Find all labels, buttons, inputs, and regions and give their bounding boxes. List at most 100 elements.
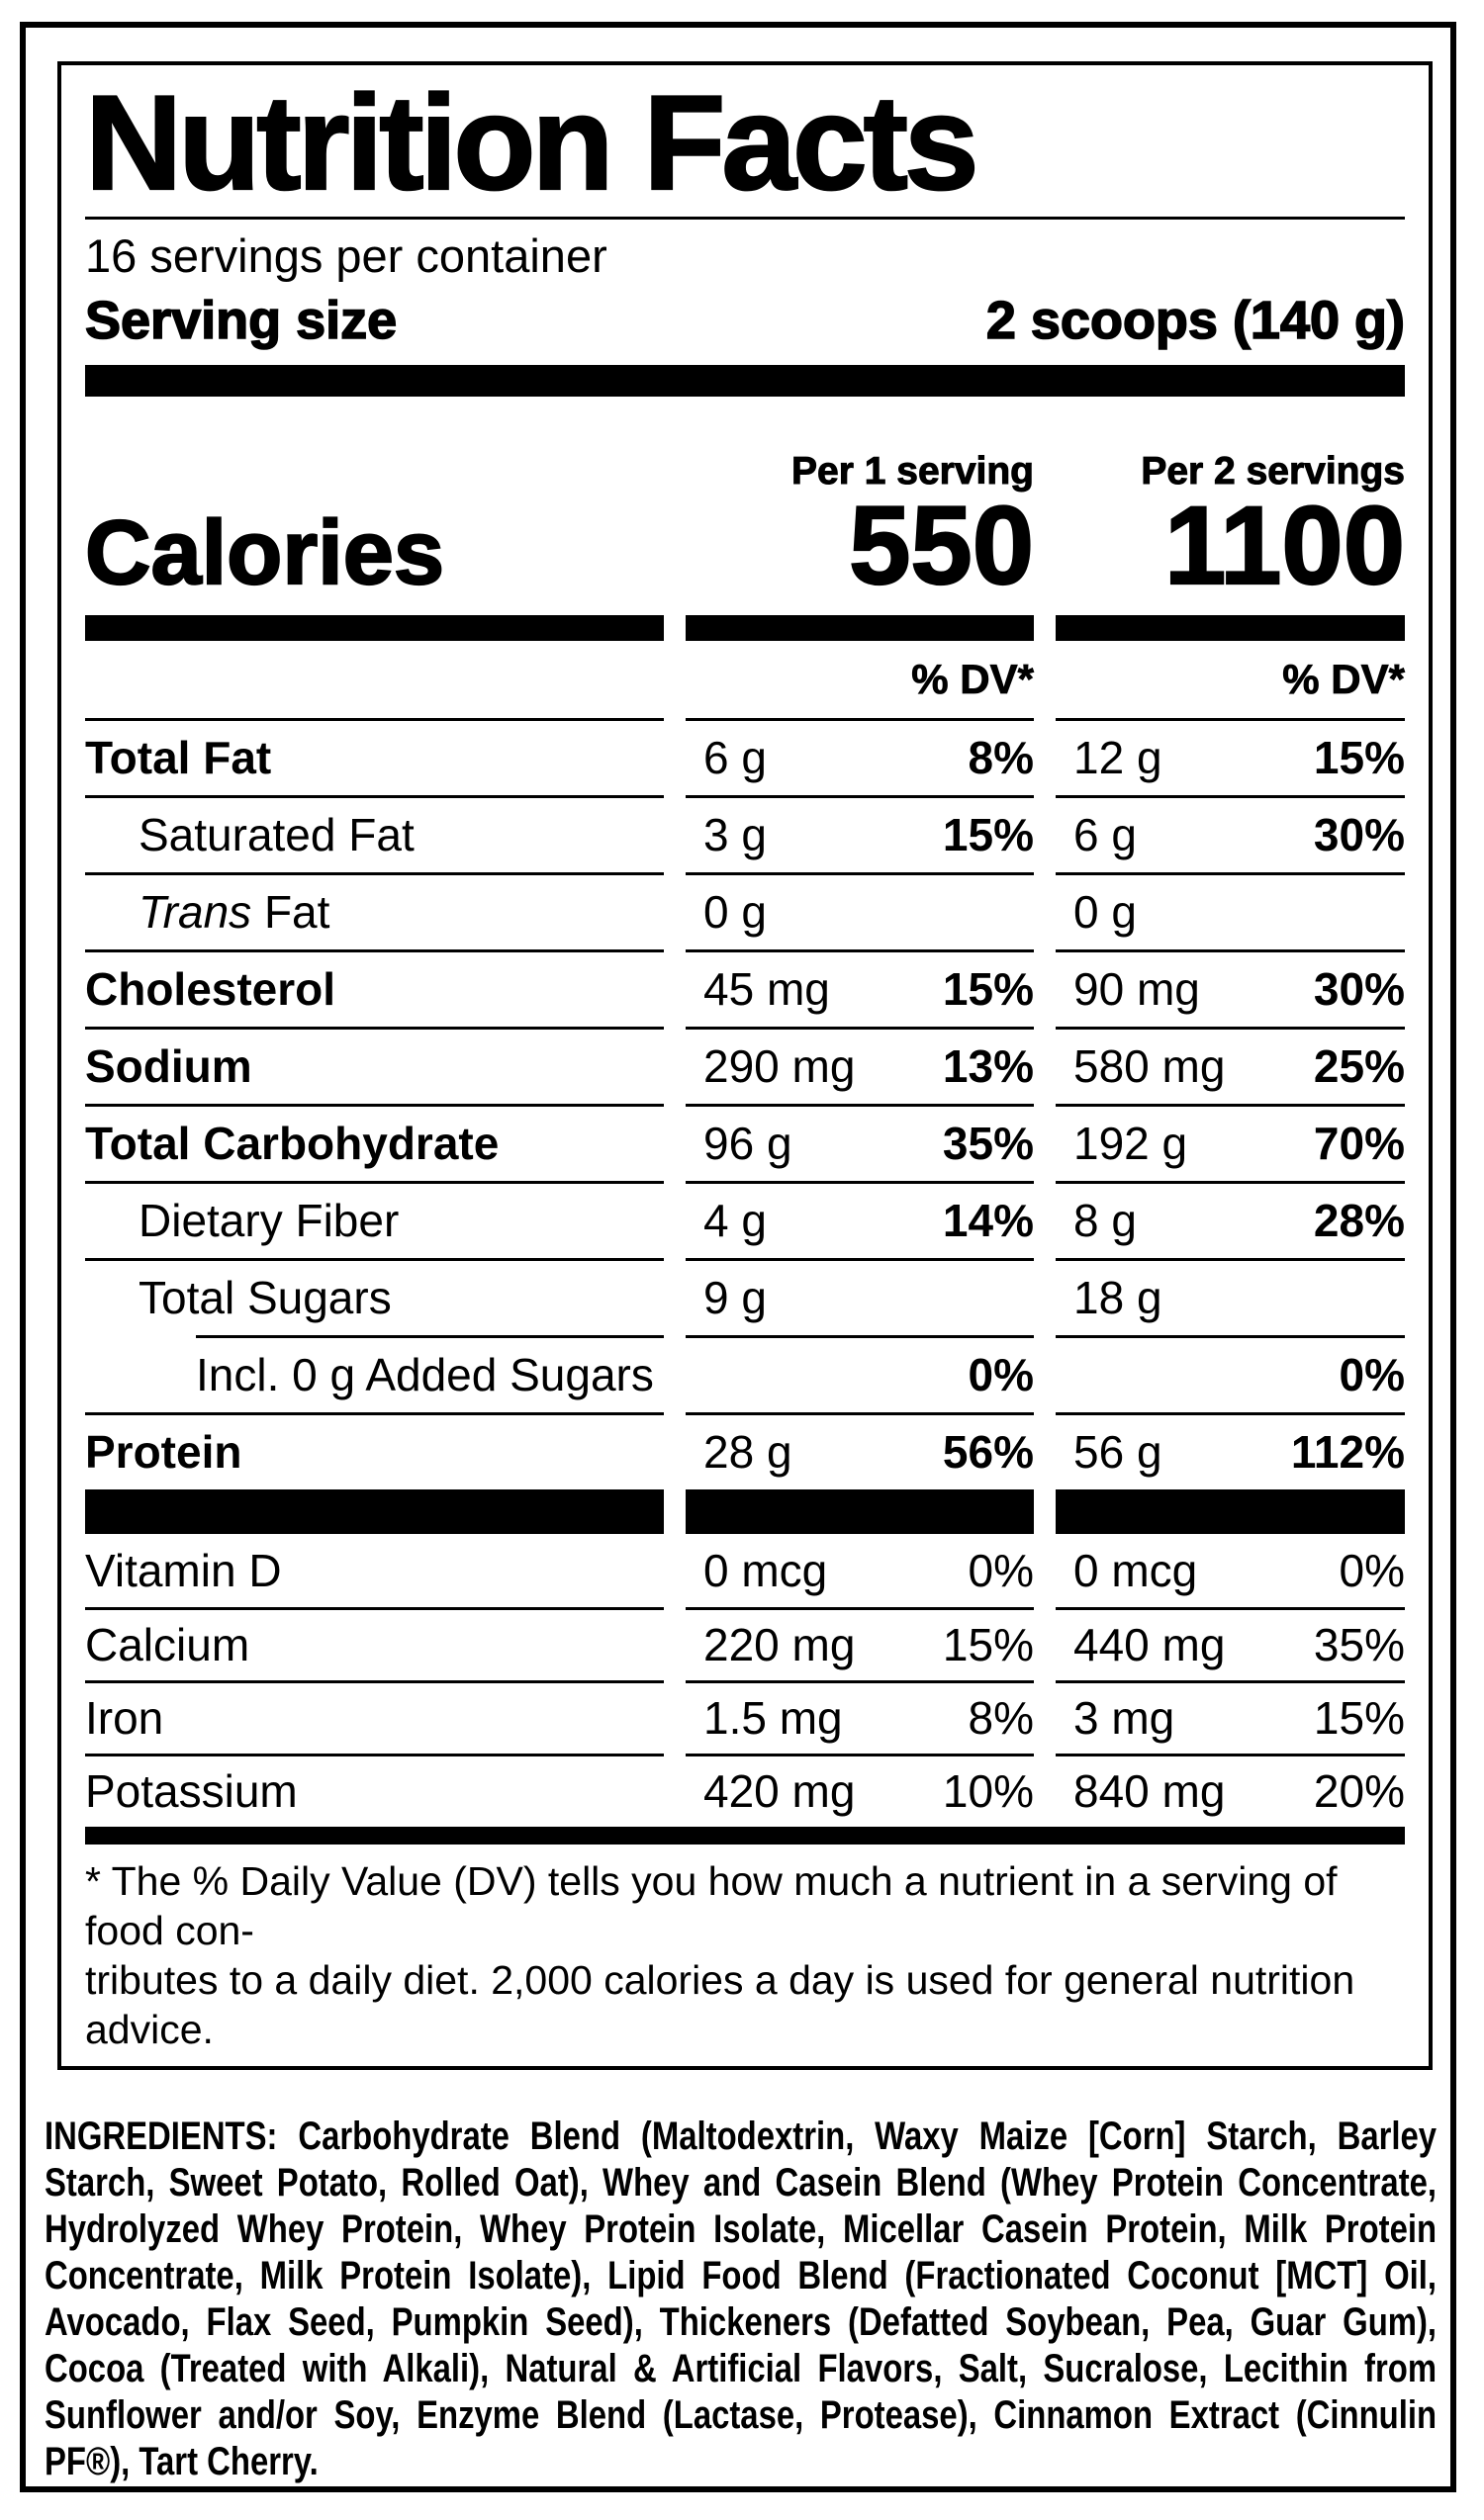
amount-per-serving: 220 mg: [703, 1619, 856, 1671]
calories-value-per-2-servings: 1100: [1163, 484, 1406, 608]
amount-per-2-servings: 56 g: [1073, 1426, 1162, 1479]
nutrient-row-total-fat: Total Fat 6 g 8% 12 g 15%: [85, 717, 1405, 795]
daily-value-footnote: * The % Daily Value (DV) tells you how m…: [85, 1845, 1405, 2066]
footnote-line-1: * The % Daily Value (DV) tells you how m…: [85, 1857, 1338, 1953]
nutrient-name: Sodium: [85, 1040, 252, 1093]
nutrient-row-dietary-fiber: Dietary Fiber 4 g 14% 8 g 28%: [85, 1180, 1405, 1258]
amount-per-2-servings: 440 mg: [1073, 1619, 1226, 1671]
amount-per-2-servings: 6 g: [1073, 809, 1137, 861]
dv-per-2-servings: 35%: [1313, 1619, 1405, 1671]
amount-per-serving: 28 g: [703, 1426, 792, 1479]
nutrient-row-saturated-fat: Saturated Fat 3 g 15% 6 g 30%: [85, 794, 1405, 872]
serving-size-label: Serving size: [84, 290, 398, 351]
dv-per-serving: 56%: [942, 1426, 1034, 1479]
dv-per-serving: 13%: [942, 1040, 1034, 1093]
dv-per-2-servings: 25%: [1313, 1040, 1405, 1093]
dv-per-2-servings: 30%: [1313, 963, 1405, 1016]
nutrient-name: Vitamin D: [85, 1544, 282, 1596]
dv-header-per-2-servings: % DV*: [1282, 655, 1406, 702]
calories-label: Calories: [84, 501, 445, 603]
vitamin-row-iron: Iron 1.5 mg 8% 3 mg 15%: [85, 1679, 1405, 1754]
nutrient-row-added-sugars: Incl. 0 g Added Sugars 0% 0%: [85, 1334, 1405, 1412]
nutrient-name: Calcium: [85, 1619, 250, 1671]
per-2-servings-header: Per 2 servings: [1141, 450, 1406, 494]
nutrition-facts-title: Nutrition Facts: [84, 67, 980, 218]
ingredients-section: INGREDIENTS: Carbohydrate Blend (Maltode…: [45, 2114, 1437, 2520]
dv-per-2-servings: 0%: [1339, 1349, 1405, 1401]
outer-label-border: Nutrition Facts 16 servings per containe…: [20, 22, 1456, 2520]
amount-per-2-servings: 90 mg: [1073, 963, 1200, 1016]
dv-per-2-servings: 70%: [1313, 1118, 1405, 1170]
nutrient-row-total-sugars: Total Sugars 9 g 18 g: [85, 1257, 1405, 1335]
dv-per-serving: 15%: [942, 809, 1034, 861]
amount-per-2-servings: 12 g: [1073, 732, 1162, 784]
calories-value-per-serving: 550: [848, 484, 1035, 608]
contains-paragraph: CONTAINS: Milk (whey), soy (lecithin), t…: [45, 2513, 1437, 2520]
amount-per-2-servings: 192 g: [1073, 1118, 1188, 1170]
footnote-line-2: tributes to a daily diet. 2,000 calories…: [85, 1956, 1355, 2052]
nutrient-name: Dietary Fiber: [139, 1195, 400, 1247]
nutrient-name: Potassium: [85, 1765, 298, 1818]
contains-heading: CONTAINS:: [45, 2514, 223, 2520]
contains-text: Milk (whey), soy (lecithin), tree nut (c…: [223, 2514, 929, 2520]
nutrient-row-cholesterol: Cholesterol 45 mg 15% 90 mg 30%: [85, 948, 1405, 1027]
dv-per-serving: 0%: [968, 1544, 1034, 1596]
nutrient-row-trans-fat: Trans Fat 0 g 0 g: [85, 871, 1405, 949]
ingredients-heading: INGREDIENTS:: [45, 2114, 278, 2158]
amount-per-serving: 9 g: [703, 1272, 767, 1324]
dv-per-2-servings: 20%: [1313, 1765, 1405, 1818]
amount-per-2-servings: 580 mg: [1073, 1040, 1226, 1093]
amount-per-2-servings: 3 mg: [1073, 1692, 1175, 1745]
dv-per-2-servings: 30%: [1313, 809, 1405, 861]
amount-per-serving: 3 g: [703, 809, 767, 861]
ingredients-paragraph: INGREDIENTS: Carbohydrate Blend (Maltode…: [45, 2114, 1437, 2485]
nutrient-name: Cholesterol: [85, 963, 336, 1016]
amount-per-serving: 4 g: [703, 1195, 767, 1247]
footnote-divider-bar: [85, 1826, 1405, 1845]
dv-per-serving: 0%: [968, 1349, 1034, 1401]
nutrient-name: Iron: [85, 1692, 164, 1745]
dv-per-2-servings: 0%: [1339, 1544, 1405, 1596]
dv-per-serving: 10%: [942, 1765, 1034, 1818]
dv-per-2-servings: 112%: [1290, 1426, 1405, 1479]
amount-per-serving: 96 g: [703, 1118, 792, 1170]
amount-per-serving: 1.5 mg: [703, 1692, 843, 1745]
vitamin-row-vitamin-d: Vitamin D 0 mcg 0% 0 mcg 0%: [85, 1534, 1405, 1607]
amount-per-serving: 420 mg: [703, 1765, 856, 1818]
amount-per-serving: 45 mg: [703, 963, 830, 1016]
amount-per-2-servings: 840 mg: [1073, 1765, 1226, 1818]
amount-per-serving: 290 mg: [703, 1040, 856, 1093]
protein-divider-bars: [85, 1488, 1405, 1534]
title-divider: [85, 217, 1405, 221]
nutrient-name: Trans Fat: [139, 886, 330, 939]
nutrient-name: Total Carbohydrate: [85, 1118, 500, 1170]
calories-divider-bars: [85, 614, 1405, 641]
amount-per-2-servings: 0 mcg: [1073, 1544, 1198, 1596]
calories-section: Calories Per 1 serving 550 Per 2 serving…: [84, 397, 1406, 608]
nutrient-row-sodium: Sodium 290 mg 13% 580 mg 25%: [85, 1026, 1405, 1104]
amount-per-serving: 6 g: [703, 732, 767, 784]
servings-per-container: 16 servings per container: [85, 229, 607, 283]
section-divider-bar: [85, 365, 1405, 398]
dv-per-serving: 14%: [942, 1195, 1034, 1247]
dv-per-2-servings: 28%: [1313, 1195, 1405, 1247]
amount-per-serving: 0 g: [703, 886, 767, 939]
nutrient-name: Protein: [85, 1426, 242, 1479]
serving-size-value: 2 scoops (140 g): [985, 290, 1406, 351]
amount-per-2-servings: 8 g: [1073, 1195, 1137, 1247]
dv-per-serving: 35%: [942, 1118, 1034, 1170]
nutrient-name: Total Fat: [85, 732, 272, 784]
amount-per-2-servings: 0 g: [1073, 886, 1137, 939]
nutrient-name: Total Sugars: [139, 1272, 392, 1324]
dv-per-serving: 8%: [968, 732, 1034, 784]
ingredients-text: Carbohydrate Blend (Maltodextrin, Waxy M…: [45, 2114, 1438, 2483]
nutrient-row-total-carbohydrate: Total Carbohydrate 96 g 35% 192 g 70%: [85, 1103, 1405, 1181]
nutrient-name: Incl. 0 g Added Sugars: [196, 1349, 654, 1401]
amount-per-2-servings: 18 g: [1073, 1272, 1162, 1324]
dv-per-2-servings: 15%: [1313, 732, 1405, 784]
nutrient-row-protein: Protein 28 g 56% 56 g 112%: [85, 1411, 1405, 1489]
dv-header-per-serving: % DV*: [911, 655, 1035, 702]
dv-per-serving: 15%: [942, 1619, 1034, 1671]
dv-per-serving: 8%: [968, 1692, 1034, 1745]
amount-per-serving: 0 mcg: [703, 1544, 828, 1596]
